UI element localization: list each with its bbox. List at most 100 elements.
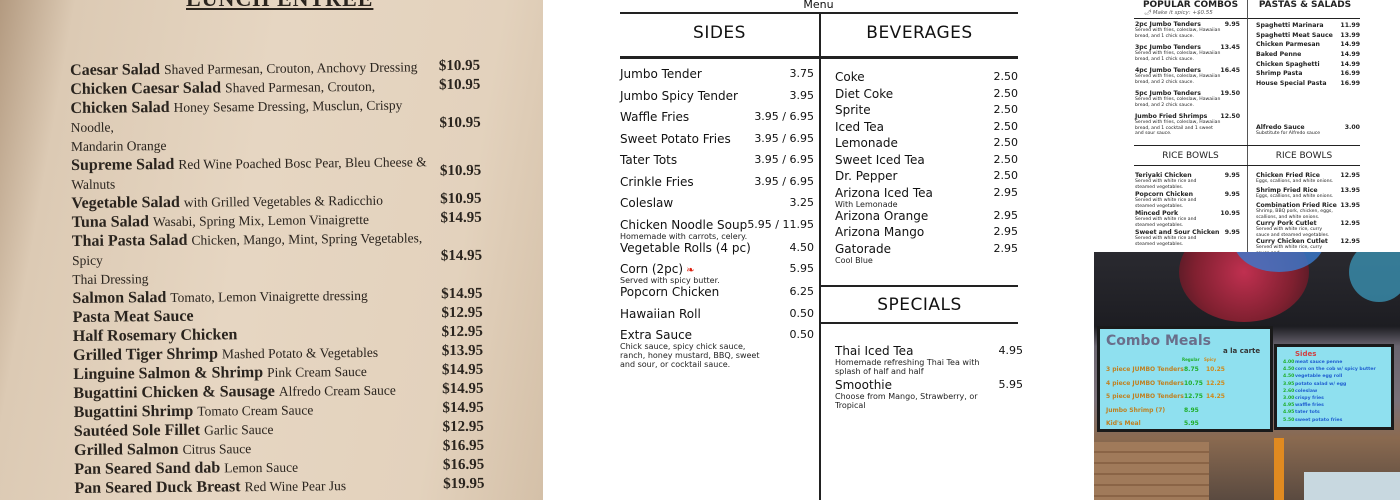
item-name: Alfredo Sauce	[1256, 123, 1305, 131]
menu-item-text: Popcorn Chicken	[620, 285, 790, 307]
menu-item: Coleslaw 3.25	[620, 196, 814, 218]
item-price: 10.95	[1220, 210, 1240, 217]
item-price: 4.95	[998, 344, 1024, 357]
side-row: 2.60 coleslaw	[1283, 388, 1391, 395]
menu-item-text: Spaghetti Meat Sauce	[1256, 32, 1340, 42]
item-description: Tomato Cream Sauce	[197, 402, 314, 419]
menu-item-text: Chicken Salad Honey Sesame Dressing, Mus…	[70, 95, 431, 156]
regular-price: 8.95	[1184, 406, 1199, 414]
menu-item: Pan Seared Duck Breast Red Wine Pear Jus…	[74, 475, 484, 498]
side-price: 2.60	[1283, 388, 1295, 394]
item-name: 3pc Jumbo Tenders	[1135, 44, 1201, 51]
menu-item: Dr. Pepper 2.50	[835, 169, 1018, 186]
popular-combos-heading: POPULAR COMBOS	[1142, 0, 1239, 10]
menu-item: Jumbo Spicy Tender 3.95	[620, 89, 814, 111]
combo-row: Jumbo Shrimp (7) 8.95	[1106, 404, 1246, 418]
menu-item-text: Gatorade Cool Blue	[835, 242, 994, 265]
item-price: 2.95	[993, 225, 1019, 238]
item-description: Served with fries, coleslaw, Hawaiian br…	[1135, 28, 1221, 39]
item-price: $14.95	[441, 285, 483, 303]
item-price: 2.95	[993, 208, 1019, 222]
combo-name: 3 piece JUMBO Tenders	[1106, 366, 1184, 374]
regular-price: 5.95	[1184, 420, 1199, 428]
menu-item: Corn (2pc) ❧ Served with spicy butter. 5.9…	[620, 262, 814, 285]
ceiling-decoration	[1234, 252, 1324, 272]
alfredo-item: Alfredo Sauce Substitute for Alfredo sauc…	[1256, 124, 1360, 137]
item-price: $13.95	[441, 342, 484, 360]
item-price: $10.95	[439, 114, 481, 132]
item-price: 4.50	[789, 240, 815, 254]
combo-name: 5 piece JUMBO Tenders	[1106, 393, 1184, 401]
menu-item: Baked Penne 14.99	[1256, 51, 1360, 61]
item-price: 3.95 / 6.95	[754, 110, 814, 123]
item-name: Waffle Fries	[620, 110, 690, 124]
item-description: Garlic Sauce	[204, 421, 274, 438]
menu-item-text: Arizona Iced Tea With Lemonade	[835, 186, 994, 209]
spicy-note: 🌶︎ Make it spicy: +$0.55	[1144, 10, 1213, 17]
item-price: 3.95 / 6.95	[754, 153, 814, 166]
combo-row: 5 piece JUMBO Tenders 12.75 14.25	[1106, 390, 1246, 404]
combo-row: Kid's Meal 5.95	[1106, 417, 1246, 429]
item-price: 3.75	[789, 67, 815, 80]
sides-title: Sides	[1295, 350, 1317, 358]
item-name: Arizona Iced Tea	[835, 185, 933, 200]
side-name: waffle fries	[1295, 403, 1324, 409]
menu-label: Menu	[803, 0, 834, 11]
item-description: Homemade refreshing Thai Tea with splash…	[835, 358, 980, 376]
item-name: Chicken Parmesan	[1256, 41, 1320, 49]
menu-item-text: Extra Sauce Chick sauce, spicy chick sauc…	[620, 328, 790, 369]
item-price: $16.95	[442, 456, 485, 474]
item-price: $14.95	[442, 380, 484, 398]
item-name: 2pc Jumbo Tenders	[1135, 21, 1201, 28]
item-price: 13.99	[1340, 31, 1360, 39]
item-price: $10.95	[440, 190, 482, 208]
menu-item: Waffle Fries 3.95 / 6.95	[620, 110, 814, 132]
item-name: Baked Penne	[1256, 51, 1302, 59]
menu-item: Teriyaki Chicken Served with white rice a…	[1135, 172, 1240, 191]
menu-item: House Special Pasta 16.99	[1256, 80, 1360, 90]
item-name: Curry Chicken Cutlet	[1256, 238, 1328, 245]
divider	[1134, 145, 1360, 146]
rice-bowls-heading: RICE BOWLS	[1162, 151, 1219, 161]
item-description: with Grilled Vegetables & Radicchio	[183, 192, 384, 210]
combo-meals-screen: Combo Meals a la carte Regular Spicy 3 p…	[1097, 326, 1273, 432]
rice-bowls-heading: RICE BOWLS	[1275, 151, 1333, 161]
item-description: Served with white rice and steamed veget…	[1135, 179, 1197, 190]
item-price: 11.99	[1340, 22, 1360, 29]
item-price: 2.50	[993, 119, 1019, 133]
divider	[1247, 0, 1248, 252]
menu-item-text: House Special Pasta	[1256, 80, 1340, 90]
menu-item-text: Jumbo Fried Shrimps Served with fries, co…	[1135, 113, 1220, 137]
menu-item-text: Jumbo Spicy Tender	[620, 89, 790, 111]
combo-name: Jumbo Shrimp (7)	[1106, 406, 1166, 414]
menu-item-text: Popcorn Chicken Served with white rice an…	[1135, 191, 1225, 210]
item-name: Half Rosemary Chicken	[72, 326, 238, 345]
item-price: 12.95	[1340, 220, 1360, 227]
menu-item-text: 5pc Jumbo Tenders Served with fries, cole…	[1135, 90, 1220, 113]
menu-item-text: Jumbo Tender	[620, 67, 790, 89]
item-price: 9.95	[1224, 191, 1240, 198]
menu-item: Sweet and Sour Chicken Served with white …	[1135, 229, 1240, 248]
item-name: Extra Sauce	[620, 328, 693, 342]
side-row: 4.95 tater tots	[1283, 409, 1391, 416]
item-price: 3.25	[789, 196, 815, 209]
item-price: 12.95	[1340, 238, 1360, 245]
sides-heading: SIDES	[693, 23, 746, 43]
spicy-note-text: Make it spicy: +$0.55	[1152, 10, 1213, 16]
item-description: Served with fries, coleslaw, Hawaiian br…	[1135, 74, 1221, 85]
item-name: Diet Coke	[835, 86, 894, 101]
side-row: 4.50 corn on the cob w/ spicy butter	[1283, 366, 1391, 373]
menu-item-text: Baked Penne	[1256, 51, 1340, 61]
side-price: 4.95	[1283, 403, 1295, 409]
item-price: $12.95	[441, 323, 483, 341]
menu-item: Arizona Orange 2.95	[835, 209, 1018, 226]
item-price: 6.25	[789, 285, 815, 298]
spicy-price: 10.25	[1206, 366, 1225, 374]
item-description: Lemon Sauce	[224, 459, 299, 476]
menu-item: Chicken Parmesan 14.99	[1256, 41, 1360, 51]
side-name: vegetable egg roll	[1295, 374, 1343, 380]
item-name: Supreme Salad	[71, 155, 175, 174]
item-name: Sweet and Sour Chicken	[1135, 229, 1220, 236]
menu-item-text: Chicken Spaghetti	[1256, 61, 1340, 71]
menu-item-text: Sprite	[835, 103, 994, 120]
